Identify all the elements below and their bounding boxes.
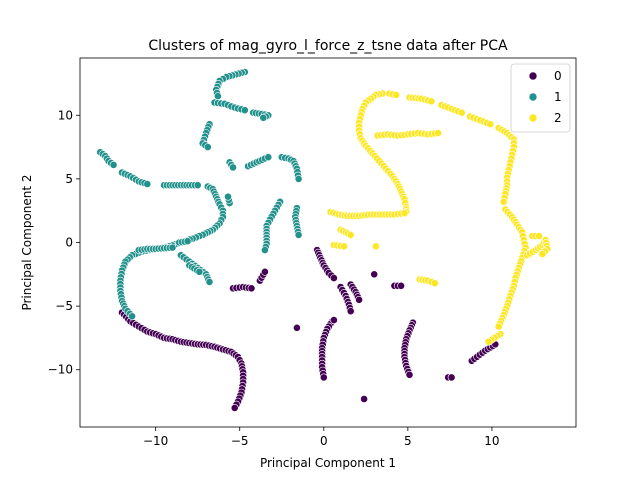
data-point-series-2 xyxy=(486,120,495,129)
legend-marker-0 xyxy=(528,71,538,81)
data-point-series-0 xyxy=(355,295,363,304)
data-point-series-2 xyxy=(430,279,439,288)
data-point-series-0 xyxy=(405,370,414,379)
data-point-series-0 xyxy=(370,270,379,279)
data-point-series-0 xyxy=(346,307,355,316)
data-point-series-2 xyxy=(371,242,380,251)
x-tick-label: 10 xyxy=(484,434,499,448)
data-point-series-2 xyxy=(427,97,436,106)
chart-title: Clusters of mag_gyro_l_force_z_tsne data… xyxy=(148,38,508,54)
data-point-series-2 xyxy=(392,91,400,99)
data-point-series-2 xyxy=(457,108,466,117)
plot-frame xyxy=(79,57,577,428)
data-point-series-1 xyxy=(229,163,237,172)
data-point-series-0 xyxy=(397,281,405,290)
y-tick-label: −5 xyxy=(55,299,73,313)
data-point-series-1 xyxy=(224,192,232,201)
legend-label-2: 2 xyxy=(554,111,562,125)
data-point-series-2 xyxy=(535,232,543,240)
data-point-series-1 xyxy=(294,230,303,239)
data-point-series-1 xyxy=(128,312,136,321)
x-tick-label: −5 xyxy=(231,434,249,448)
x-tick-label: 0 xyxy=(320,434,328,448)
legend-marker-2 xyxy=(528,113,538,123)
data-point-series-1 xyxy=(294,174,303,183)
data-point-series-2 xyxy=(340,242,348,251)
data-point-series-0 xyxy=(360,395,368,403)
data-point-series-2 xyxy=(494,322,503,331)
data-point-series-2 xyxy=(346,230,355,239)
data-point-series-0 xyxy=(247,284,256,293)
data-point-series-0 xyxy=(319,373,328,382)
legend-label-0: 0 xyxy=(554,69,562,83)
y-tick-label: 10 xyxy=(58,108,73,122)
data-point-series-0 xyxy=(329,316,338,324)
data-point-series-0 xyxy=(230,403,239,412)
data-point-series-0 xyxy=(292,323,301,332)
data-point-series-1 xyxy=(109,160,118,169)
y-axis-label: Principal Component 2 xyxy=(20,174,34,310)
data-point-series-2 xyxy=(499,197,508,206)
data-point-series-1 xyxy=(195,267,204,276)
data-point-series-0 xyxy=(260,267,269,276)
legend-marker-1 xyxy=(528,92,538,102)
data-point-series-2 xyxy=(434,129,442,137)
data-point-series-1 xyxy=(168,243,177,252)
x-tick-label: −10 xyxy=(143,434,168,448)
y-tick-label: −10 xyxy=(48,363,73,377)
data-point-series-1 xyxy=(240,106,249,115)
data-point-series-1 xyxy=(205,277,214,286)
data-point-series-1 xyxy=(183,237,192,246)
data-point-series-1 xyxy=(259,113,268,122)
x-axis-label: Principal Component 1 xyxy=(260,456,396,470)
y-axis-ticks: −10 −5 0 5 10 xyxy=(48,108,80,377)
x-tick-label: 5 xyxy=(404,434,412,448)
data-point-series-2 xyxy=(400,209,409,218)
data-point-series-0 xyxy=(447,373,456,382)
data-point-series-1 xyxy=(143,180,152,188)
x-axis-ticks: −10 −5 0 5 10 xyxy=(143,427,500,448)
legend-label-1: 1 xyxy=(554,90,562,104)
y-tick-label: 0 xyxy=(65,236,73,250)
legend-box xyxy=(510,63,571,133)
y-tick-label: 5 xyxy=(65,172,73,186)
data-point-series-0 xyxy=(329,274,338,282)
data-point-series-2 xyxy=(484,337,493,346)
data-point-series-2 xyxy=(538,250,547,258)
data-point-series-1 xyxy=(264,153,273,162)
legend: 0 1 2 xyxy=(510,63,571,133)
data-point-series-1 xyxy=(193,181,202,190)
data-point-series-1 xyxy=(203,143,212,151)
data-points xyxy=(96,68,552,412)
data-point-series-1 xyxy=(260,246,269,254)
